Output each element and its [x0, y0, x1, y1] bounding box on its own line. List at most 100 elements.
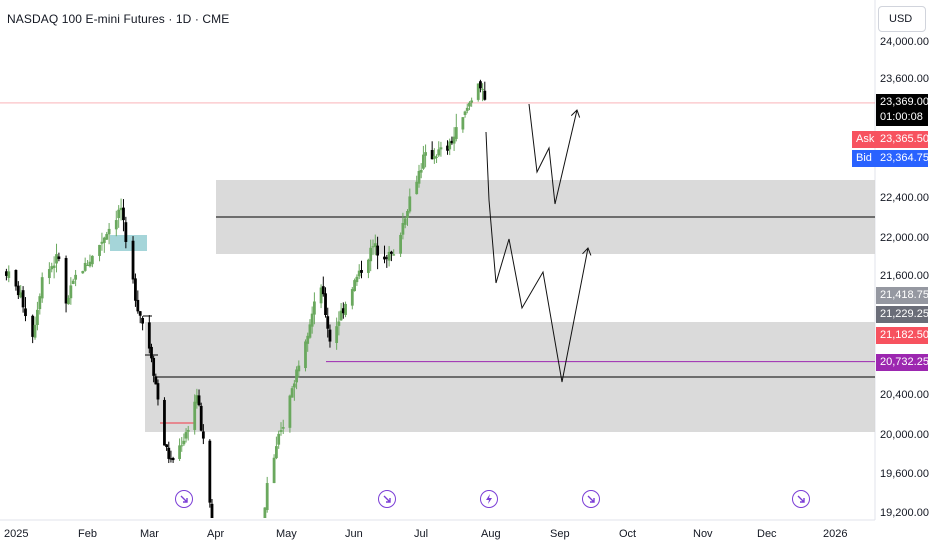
candle-body	[169, 458, 173, 460]
candle-body	[263, 507, 267, 518]
candle-body	[355, 276, 359, 283]
candle-body	[38, 296, 42, 310]
candle-body	[21, 290, 25, 308]
candle-body	[277, 433, 281, 445]
candle-body	[171, 458, 175, 461]
price-tick: 23,600.00	[880, 73, 929, 85]
candle-body	[430, 150, 434, 160]
candle-body	[19, 292, 23, 298]
candle-body	[350, 289, 354, 306]
time-tick: Mar	[140, 528, 159, 540]
candle-body	[275, 446, 278, 459]
candle-body	[16, 285, 20, 296]
candle-body	[373, 243, 377, 247]
candle-body	[448, 141, 452, 150]
dividend-icon[interactable]	[175, 490, 193, 508]
level-tag-purple: 20,732.25	[876, 354, 929, 371]
candle-body	[401, 223, 405, 235]
candle-body	[437, 149, 441, 156]
candle-body	[184, 432, 188, 439]
candle-body	[40, 277, 44, 299]
candle-body	[124, 222, 128, 242]
candle-body	[178, 445, 181, 459]
candle-body	[383, 256, 386, 260]
candle-body	[165, 444, 169, 448]
candle-body	[156, 383, 160, 400]
candle-body	[195, 395, 199, 404]
price-tick: 19,600.00	[880, 468, 929, 480]
bar-countdown: 01:00:08	[880, 111, 923, 123]
candle-body	[114, 220, 118, 230]
candle-body	[55, 254, 58, 264]
candle-body	[180, 445, 184, 447]
candle-body	[199, 405, 203, 431]
dividend-icon[interactable]	[378, 490, 396, 508]
dividend-icon[interactable]	[792, 490, 810, 508]
candle-body	[297, 365, 301, 372]
candle-body	[57, 256, 61, 259]
candle-body	[36, 309, 39, 325]
time-tick: Oct	[619, 528, 637, 540]
teal-box	[110, 235, 147, 251]
candle-body	[479, 81, 482, 89]
candle-body	[452, 136, 456, 144]
candle-body	[470, 100, 474, 103]
candle-body	[69, 285, 73, 299]
candle-body	[328, 329, 332, 342]
candle-body	[134, 278, 137, 301]
candle-body	[33, 324, 37, 338]
candle-body	[14, 270, 18, 287]
last-price-tag: 23,369.00 01:00:08	[876, 94, 929, 126]
candle-body	[419, 169, 423, 173]
projection-path	[528, 103, 578, 205]
candle-body	[182, 440, 186, 445]
candle-body	[167, 447, 171, 459]
candle-body	[454, 127, 458, 139]
candle-body	[392, 254, 396, 256]
candle-body	[360, 270, 363, 273]
candle-body	[292, 383, 296, 388]
candle-body	[90, 255, 94, 265]
time-tick: Nov	[693, 528, 713, 540]
projection-arrowhead	[582, 247, 592, 256]
earnings-flash-icon[interactable]	[480, 490, 498, 508]
candle-body	[265, 483, 269, 510]
time-tick: Sep	[550, 528, 570, 540]
candle-body	[341, 308, 345, 314]
candle-body	[197, 395, 201, 406]
bid-label: Bid	[852, 150, 876, 167]
price-tick: 20,400.00	[880, 389, 929, 401]
price-tick: 24,000.00	[880, 36, 929, 48]
candle-body	[310, 313, 314, 327]
time-tick: Aug	[481, 528, 501, 540]
currency-button[interactable]: USD	[878, 6, 926, 32]
candle-body	[186, 430, 190, 432]
candle-body	[105, 234, 109, 240]
candle-body	[74, 274, 78, 280]
candle-body	[7, 271, 11, 278]
dividend-icon[interactable]	[582, 490, 600, 508]
level-tag: 21,182.50	[876, 327, 929, 344]
candle-body	[417, 170, 421, 184]
candle-body	[424, 152, 427, 156]
time-tick: 2026	[823, 528, 848, 540]
candle-body	[4, 271, 8, 276]
candle-body	[119, 207, 123, 211]
candle-body	[408, 196, 412, 212]
candle-body	[461, 117, 465, 130]
candle-body	[385, 257, 389, 259]
candle-body	[390, 251, 393, 254]
candle-body	[210, 503, 214, 518]
price-tick: 20,000.00	[880, 429, 929, 441]
candle-body	[304, 341, 307, 369]
candle-body	[387, 251, 391, 261]
candle-body	[281, 427, 285, 429]
candle-body	[83, 262, 87, 271]
candle-body	[319, 287, 323, 304]
candle-body	[446, 145, 449, 151]
candle-body	[326, 316, 330, 329]
last-price-value: 23,369.00	[880, 96, 929, 108]
candle-body	[163, 399, 166, 446]
